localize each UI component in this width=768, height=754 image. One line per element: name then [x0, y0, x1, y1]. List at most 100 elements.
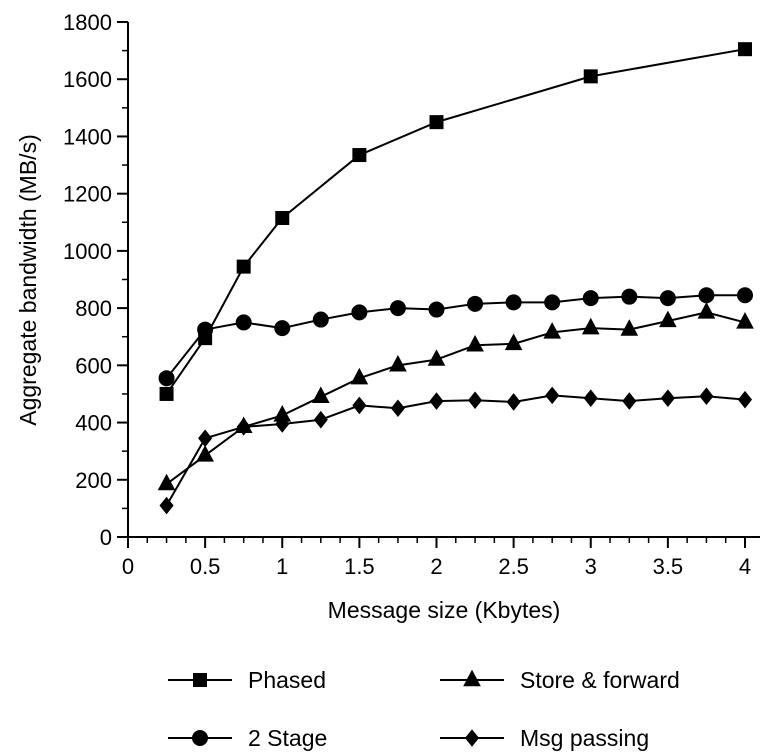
2-stage-point [389, 300, 406, 317]
legend-item-msg-passing: Msg passing [440, 725, 649, 751]
store-forward-point [466, 334, 484, 352]
msg-passing-point [429, 392, 444, 410]
store-forward-point [427, 349, 446, 366]
x-axis-title: Message size (Kbytes) [328, 597, 561, 623]
legend-triangle-marker [463, 669, 481, 687]
store-forward-point [697, 302, 716, 319]
y-tick-label: 200 [75, 468, 112, 493]
2-stage-point [351, 304, 368, 321]
x-tick-label: 3 [585, 554, 597, 579]
store-forward-point [543, 322, 562, 339]
2-stage-point [737, 287, 753, 304]
msg-passing-point [468, 391, 483, 410]
2-stage-point [621, 288, 638, 305]
legend-label: 2 Stage [248, 725, 327, 751]
x-tick-label: 2 [430, 554, 442, 579]
y-tick-label: 1200 [63, 182, 112, 207]
2-stage-point [582, 290, 599, 307]
phased-point [236, 259, 251, 274]
phased-point [352, 148, 367, 163]
phased-point [159, 386, 174, 401]
legend-item-phased: Phased [168, 667, 326, 693]
y-tick-label: 600 [75, 353, 112, 378]
x-tick-label: 2.5 [498, 554, 529, 579]
legend-label: Msg passing [520, 725, 649, 751]
2-stage-point [698, 287, 715, 304]
msg-passing-point [275, 415, 290, 433]
2-stage-point [158, 370, 175, 387]
legend: Phased Store & forward 2 Stage Msg passing [168, 667, 680, 751]
phased-point [583, 69, 598, 84]
msg-passing-point [313, 410, 328, 429]
msg-passing-point [737, 390, 753, 409]
2-stage-point [197, 321, 214, 338]
y-tick-label: 1800 [63, 10, 112, 35]
y-tick-label: 1600 [63, 67, 112, 92]
legend-diamond-marker [464, 729, 480, 747]
y-tick-label: 0 [100, 525, 112, 550]
store-forward-point [504, 333, 523, 351]
store-forward-point [736, 312, 754, 329]
legend-square-marker [193, 673, 207, 687]
2-stage-point [467, 295, 484, 312]
series-msg-passing [159, 386, 753, 515]
2-stage-line [165, 294, 745, 379]
phased-point [275, 210, 290, 225]
phased-point [738, 42, 752, 57]
2-stage-point [544, 294, 561, 311]
tick-labels: 0 0.5 1 1.5 2 2.5 3 3.5 4 0 200 400 600 800 1000 1200 14… [63, 10, 751, 579]
x-tick-label: 1 [276, 554, 288, 579]
store-forward-line [165, 311, 746, 485]
msg-passing-point [506, 393, 521, 411]
series-store-forward [157, 302, 754, 491]
y-tick-label: 800 [75, 296, 112, 321]
series-phased [159, 42, 752, 401]
x-tick-label: 4 [739, 554, 751, 579]
legend-label: Store & forward [520, 667, 680, 693]
x-tick-label: 1.5 [344, 554, 375, 579]
msg-passing-point [159, 496, 174, 515]
store-forward-point [620, 319, 639, 336]
msg-passing-point [699, 387, 714, 406]
store-forward-point [581, 317, 600, 335]
store-forward-point [196, 445, 214, 462]
series-2-stage [158, 287, 753, 387]
store-forward-point [389, 354, 407, 372]
phased-point [429, 115, 444, 130]
msg-passing-point [583, 389, 598, 408]
x-tick-label: 0 [122, 554, 134, 579]
msg-passing-point [545, 386, 560, 405]
legend-item-2-stage: 2 Stage [168, 725, 327, 751]
legend-item-store-forward: Store & forward [440, 667, 680, 693]
y-tick-label: 1400 [63, 124, 112, 149]
store-forward-point [311, 386, 330, 404]
legend-circle-marker [192, 730, 208, 746]
store-forward-point [157, 473, 176, 491]
2-stage-point [428, 301, 445, 318]
legend-label: Phased [248, 667, 326, 693]
x-tick-label: 0.5 [190, 554, 221, 579]
msg-passing-point [390, 399, 405, 418]
msg-passing-point [198, 429, 213, 448]
y-tick-label: 1000 [63, 239, 112, 264]
2-stage-point [312, 311, 329, 328]
ticks [117, 21, 746, 548]
y-tick-label: 400 [75, 411, 112, 436]
msg-passing-point [622, 392, 637, 410]
store-forward-point [350, 367, 369, 385]
series-layer [157, 42, 754, 515]
phased-line [165, 48, 746, 395]
msg-passing-point [660, 389, 675, 408]
x-tick-label: 3.5 [653, 554, 684, 579]
msg-passing-point [236, 418, 251, 436]
msg-passing-point [352, 396, 367, 415]
2-stage-point [274, 320, 291, 337]
2-stage-point [235, 314, 252, 331]
y-axis-title: Aggregate bandwidth (MB/s) [15, 134, 41, 426]
axes [127, 22, 760, 538]
2-stage-point [659, 290, 676, 307]
msg-passing-line [165, 394, 746, 507]
2-stage-point [505, 294, 522, 311]
store-forward-point [659, 310, 677, 328]
